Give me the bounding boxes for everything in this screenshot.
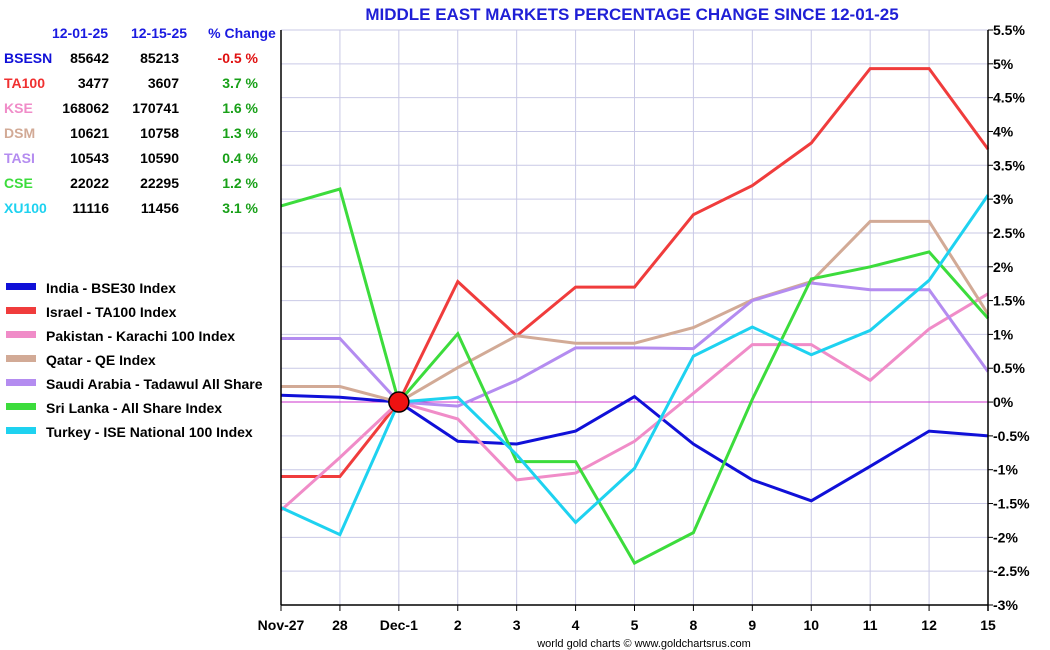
legend-label: Pakistan - Karachi 100 Index: [46, 328, 235, 344]
grid: [280, 29, 989, 606]
summary-table: 12-01-25 12-15-25 % Change BSESN 85642 852…: [4, 25, 276, 216]
table-change-value: 3.7 %: [222, 75, 258, 91]
x-tick-label: Nov-27: [258, 617, 305, 633]
x-tick-label: 28: [332, 617, 348, 633]
table-change-value: 0.4 %: [222, 150, 258, 166]
y-tick-label: -2.5%: [993, 563, 1030, 579]
legend: India - BSE30 Index Israel - TA100 Index P…: [6, 280, 263, 440]
legend-label: Sri Lanka - All Share Index: [46, 400, 222, 416]
x-tick-label: 5: [631, 617, 639, 633]
y-tick-label: -2%: [993, 529, 1018, 545]
table-change-value: 3.1 %: [222, 200, 258, 216]
x-tick-label: Dec-1: [380, 617, 418, 633]
x-tick-label: 12: [921, 617, 937, 633]
table-header-change: % Change: [208, 25, 276, 41]
y-tick-label: 2%: [993, 259, 1014, 275]
table-end-value: 3607: [148, 75, 179, 91]
x-axis-ticks: Nov-27 28 Dec-1 2 3 4 5 8 9 10 11 12 15: [258, 605, 996, 633]
legend-label: Turkey - ISE National 100 Index: [46, 424, 253, 440]
table-change-value: -0.5 %: [218, 50, 259, 66]
y-tick-label: 2.5%: [993, 225, 1025, 241]
table-symbol: KSE: [4, 100, 33, 116]
table-end-value: 170741: [132, 100, 179, 116]
legend-label: India - BSE30 Index: [46, 280, 176, 296]
table-start-value: 22022: [70, 175, 109, 191]
table-start-value: 3477: [78, 75, 109, 91]
table-symbol: XU100: [4, 200, 47, 216]
legend-swatch: [6, 355, 36, 362]
chart-title: MIDDLE EAST MARKETS PERCENTAGE CHANGE SI…: [365, 5, 898, 24]
x-tick-label: 3: [513, 617, 521, 633]
y-tick-label: 4%: [993, 123, 1014, 139]
table-start-value: 10621: [70, 125, 109, 141]
y-tick-label: -3%: [993, 597, 1018, 613]
y-tick-label: 0%: [993, 394, 1014, 410]
y-tick-label: 0.5%: [993, 360, 1025, 376]
baseline-marker: [388, 391, 410, 413]
table-symbol: TASI: [4, 150, 35, 166]
y-tick-label: -1%: [993, 462, 1018, 478]
y-tick-label: -0.5%: [993, 428, 1030, 444]
y-tick-label: 5.5%: [993, 22, 1025, 38]
legend-label: Israel - TA100 Index: [46, 304, 177, 320]
table-symbol: CSE: [4, 175, 33, 191]
table-header-end: 12-15-25: [131, 25, 187, 41]
table-change-value: 1.2 %: [222, 175, 258, 191]
chart-credit: world gold charts © www.goldchartsrus.co…: [536, 638, 751, 650]
table-end-value: 11456: [141, 200, 179, 216]
x-tick-label: 2: [454, 617, 462, 633]
table-change-value: 1.3 %: [222, 125, 258, 141]
x-tick-label: 11: [863, 617, 878, 633]
x-tick-label: 10: [803, 617, 819, 633]
x-tick-label: 8: [690, 617, 698, 633]
x-tick-label: 15: [980, 617, 996, 633]
table-symbol: TA100: [4, 75, 45, 91]
table-symbol: BSESN: [4, 50, 52, 66]
table-start-value: 168062: [62, 100, 109, 116]
y-tick-label: 4.5%: [993, 90, 1025, 106]
y-axis-ticks: -3% -2.5% -2% -1.5% -1% -0.5% 0% 0.5% 1% 1.5% 2% 2.…: [988, 22, 1030, 613]
legend-swatch: [6, 283, 36, 290]
y-tick-label: -1.5%: [993, 496, 1030, 512]
legend-swatch: [6, 427, 36, 434]
table-end-value: 10590: [140, 150, 179, 166]
table-symbol: DSM: [4, 125, 35, 141]
table-start-value: 11116: [72, 200, 109, 216]
y-tick-label: 3%: [993, 191, 1014, 207]
y-tick-label: 5%: [993, 56, 1014, 72]
legend-label: Saudi Arabia - Tadawul All Share: [46, 376, 263, 392]
y-tick-label: 1.5%: [993, 293, 1025, 309]
table-start-value: 85642: [70, 50, 109, 66]
x-tick-label: 9: [748, 617, 756, 633]
legend-swatch: [6, 307, 36, 314]
y-tick-label: 1%: [993, 326, 1014, 342]
x-tick-label: 4: [572, 617, 580, 633]
legend-swatch: [6, 379, 36, 386]
y-tick-label: 3.5%: [993, 157, 1025, 173]
legend-swatch: [6, 331, 36, 338]
legend-label: Qatar - QE Index: [46, 352, 156, 368]
table-start-value: 10543: [70, 150, 109, 166]
table-change-value: 1.6 %: [222, 100, 258, 116]
table-end-value: 22295: [140, 175, 179, 191]
legend-swatch: [6, 403, 36, 410]
table-end-value: 85213: [140, 50, 179, 66]
table-end-value: 10758: [140, 125, 179, 141]
table-header-start: 12-01-25: [52, 25, 108, 41]
